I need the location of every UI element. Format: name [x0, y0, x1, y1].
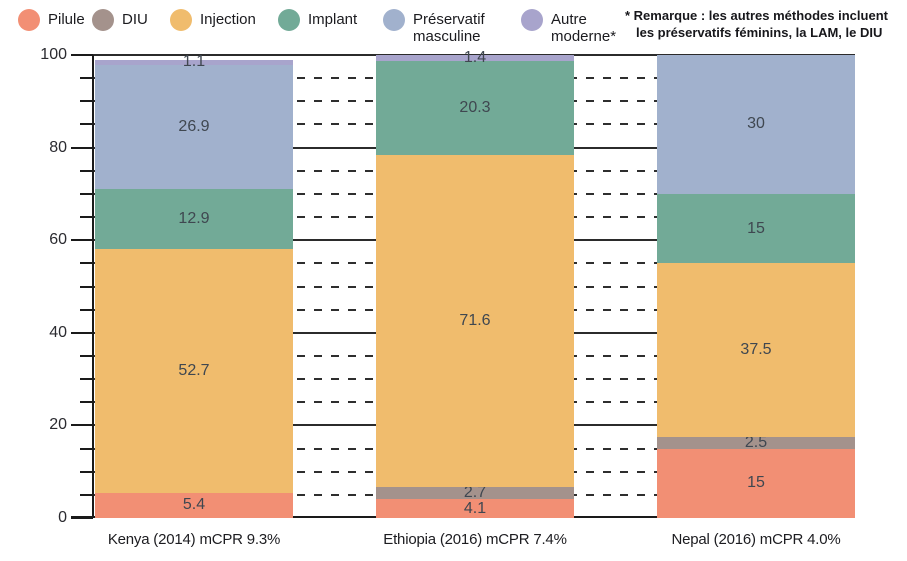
footnote-line-2: les préservatifs féminins, la LAM, le DI…	[636, 25, 883, 40]
legend-label-injection: Injection	[200, 11, 256, 28]
legend-item-injection: Injection	[170, 9, 256, 31]
legend-label-preservatif-masculine: Préservatif masculine	[413, 11, 485, 45]
segment-value-label: 30	[747, 115, 765, 133]
segment-value-label: 71.6	[459, 311, 491, 329]
bar-segment	[95, 59, 293, 65]
segment-value-label: 37.5	[740, 341, 772, 359]
segment-value-label: 20.3	[459, 99, 491, 116]
legend-item-diu: DIU	[92, 9, 148, 31]
segment-value-label: 26.9	[178, 117, 210, 135]
legend-swatch-implant	[278, 9, 300, 31]
y-axis-major-tick	[71, 239, 93, 242]
y-axis-major-tick	[71, 331, 93, 334]
y-axis-line	[92, 55, 94, 518]
legend: Pilule DIU Injection Implant Préservatif mas…	[0, 0, 620, 50]
y-axis-minor-tick	[80, 216, 93, 219]
y-axis-major-tick	[71, 54, 93, 56]
y-axis-minor-tick	[80, 192, 93, 195]
segment-value-label: 2.7	[463, 483, 487, 501]
plot-area: 0 20 40 60 80 100 5.4 52.7 12.9 26.9 1.1 4.1 2.7 71.…	[40, 46, 855, 526]
bar-segment	[376, 486, 574, 500]
legend-label-implant: Implant	[308, 11, 358, 28]
legend-item-pilule: Pilule	[18, 9, 85, 31]
footnote: * Remarque : les autres méthodes incluen…	[625, 7, 903, 41]
legend-label-pilule: Pilule	[48, 11, 85, 28]
y-axis-minor-tick	[80, 447, 93, 450]
x-axis-label: Ethiopia (2016) mCPR 7.4%	[383, 531, 567, 548]
y-axis-tick-label: 60	[49, 231, 67, 249]
segment-value-label: 5.4	[182, 496, 206, 514]
y-axis-tick-label: 20	[49, 416, 67, 434]
bar-segment	[376, 499, 574, 518]
segment-value-label: 15	[747, 474, 765, 492]
y-axis-minor-tick	[80, 308, 93, 311]
legend-item-preservatif-masculine: Préservatif masculine	[383, 9, 485, 45]
y-axis-minor-tick	[80, 285, 93, 288]
y-axis-minor-tick	[80, 378, 93, 381]
bar-segment	[657, 193, 855, 264]
legend-item-implant: Implant	[278, 9, 357, 31]
footnote-line-1: * Remarque : les autres méthodes incluen…	[625, 8, 888, 23]
legend-swatch-injection	[170, 9, 192, 31]
y-axis-minor-tick	[80, 354, 93, 357]
y-axis-tick-label: 100	[40, 46, 67, 63]
y-axis-minor-tick	[80, 470, 93, 473]
segment-value-label: 52.7	[178, 361, 210, 379]
legend-swatch-diu	[92, 9, 114, 31]
y-axis-minor-tick	[80, 100, 93, 103]
bar-segment	[657, 263, 855, 437]
y-axis-tick-label: 0	[58, 509, 67, 526]
segment-value-label: 15	[747, 219, 765, 237]
bar-segment	[95, 64, 293, 190]
y-axis-minor-tick	[80, 169, 93, 172]
y-axis-minor-tick	[80, 77, 93, 80]
segment-value-label: 1.4	[463, 48, 487, 66]
y-axis-major-tick	[71, 517, 93, 519]
y-axis-minor-tick	[80, 493, 93, 496]
legend-label-diu: DIU	[122, 11, 148, 28]
bar-segment	[376, 61, 574, 155]
bar-segment	[95, 248, 293, 493]
y-axis-minor-tick	[80, 401, 93, 404]
y-axis-tick-label: 40	[49, 323, 67, 341]
y-axis-minor-tick	[80, 262, 93, 265]
segment-value-label: 12.9	[178, 210, 210, 228]
legend-swatch-autre-moderne	[521, 9, 543, 31]
legend-swatch-preservatif-masculine	[383, 9, 405, 31]
bar-segment	[657, 448, 855, 518]
bar-segment	[95, 189, 293, 249]
y-axis-major-tick	[71, 424, 93, 427]
segment-value-label: 2.5	[744, 433, 768, 451]
x-axis-label: Nepal (2016) mCPR 4.0%	[671, 531, 841, 548]
segment-value-label: 1.1	[182, 53, 206, 71]
bar-segment	[657, 55, 855, 194]
x-axis-label: Kenya (2014) mCPR 9.3%	[107, 531, 281, 548]
legend-item-autre-moderne: Autre moderne*	[521, 9, 616, 45]
y-axis-minor-tick	[80, 123, 93, 126]
bar-segment	[376, 54, 574, 62]
y-axis-tick-label: 80	[49, 138, 67, 156]
legend-label-autre-moderne: Autre moderne*	[551, 11, 617, 45]
bar-segment	[95, 492, 293, 518]
y-axis-major-tick	[71, 146, 93, 149]
bar-segment	[657, 436, 855, 449]
segment-value-label: 4.1	[463, 499, 487, 517]
legend-swatch-pilule	[18, 9, 40, 31]
bar-segment	[376, 155, 574, 487]
